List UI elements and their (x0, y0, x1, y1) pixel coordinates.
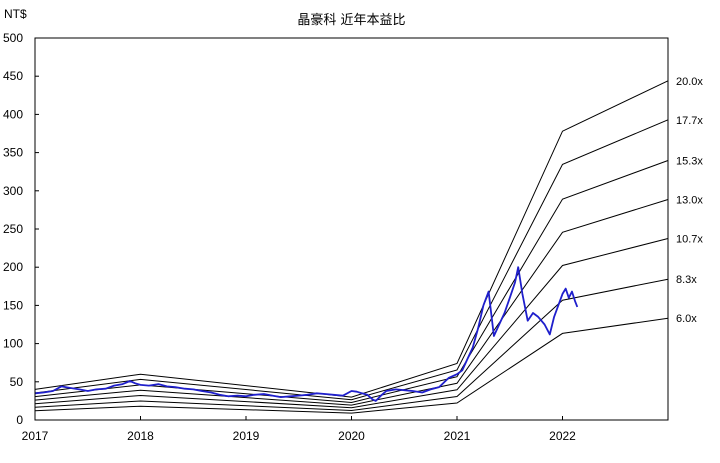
pe-band-label: 20.0x (676, 76, 703, 88)
chart-title: 晶豪科 近年本益比 (297, 12, 405, 28)
y-tick-label: 400 (3, 107, 23, 121)
x-axis: 2017 2018 2019 2020 2021 2022 (22, 416, 576, 443)
pe-band-line (34, 80, 669, 398)
x-tick-label: 2022 (549, 429, 576, 443)
pe-band-line (34, 119, 669, 401)
y-tick-label: 300 (3, 184, 23, 198)
pe-band-line (34, 199, 669, 406)
y-tick-label: 150 (3, 298, 23, 312)
pe-band-label: 6.0x (676, 313, 697, 325)
pe-band-label: 10.7x (676, 234, 703, 246)
pe-band-label: 15.3x (676, 155, 703, 167)
y-tick-label: 200 (3, 260, 23, 274)
pe-band-line (34, 238, 669, 409)
y-tick-label: 500 (3, 31, 23, 45)
y-tick-label: 0 (16, 413, 23, 427)
x-tick-label: 2020 (338, 429, 365, 443)
pe-band-label: 13.0x (676, 195, 703, 207)
y-axis: 0 50 100 150 200 250 300 350 400 450 500 (3, 31, 39, 427)
pe-band-line (34, 317, 669, 414)
pe-bands (34, 80, 669, 414)
y-tick-label: 250 (3, 222, 23, 236)
y-axis-unit: NT$ (4, 7, 27, 21)
y-tick-label: 100 (3, 337, 23, 351)
pe-band-line (34, 278, 669, 412)
pe-band-label: 17.7x (676, 115, 703, 127)
pe-band-line (34, 160, 669, 404)
y-tick-label: 50 (10, 375, 24, 389)
x-tick-label: 2017 (22, 429, 49, 443)
x-tick-label: 2019 (233, 429, 260, 443)
y-tick-label: 350 (3, 146, 23, 160)
band-labels: 20.0x 17.7x 15.3x 13.0x 10.7x 8.3x 6.0x (676, 76, 703, 325)
price-line (34, 266, 579, 402)
x-tick-label: 2018 (127, 429, 154, 443)
y-tick-label: 450 (3, 69, 23, 83)
pe-band-label: 8.3x (676, 274, 697, 286)
x-tick-label: 2021 (444, 429, 471, 443)
price-series (34, 266, 579, 402)
